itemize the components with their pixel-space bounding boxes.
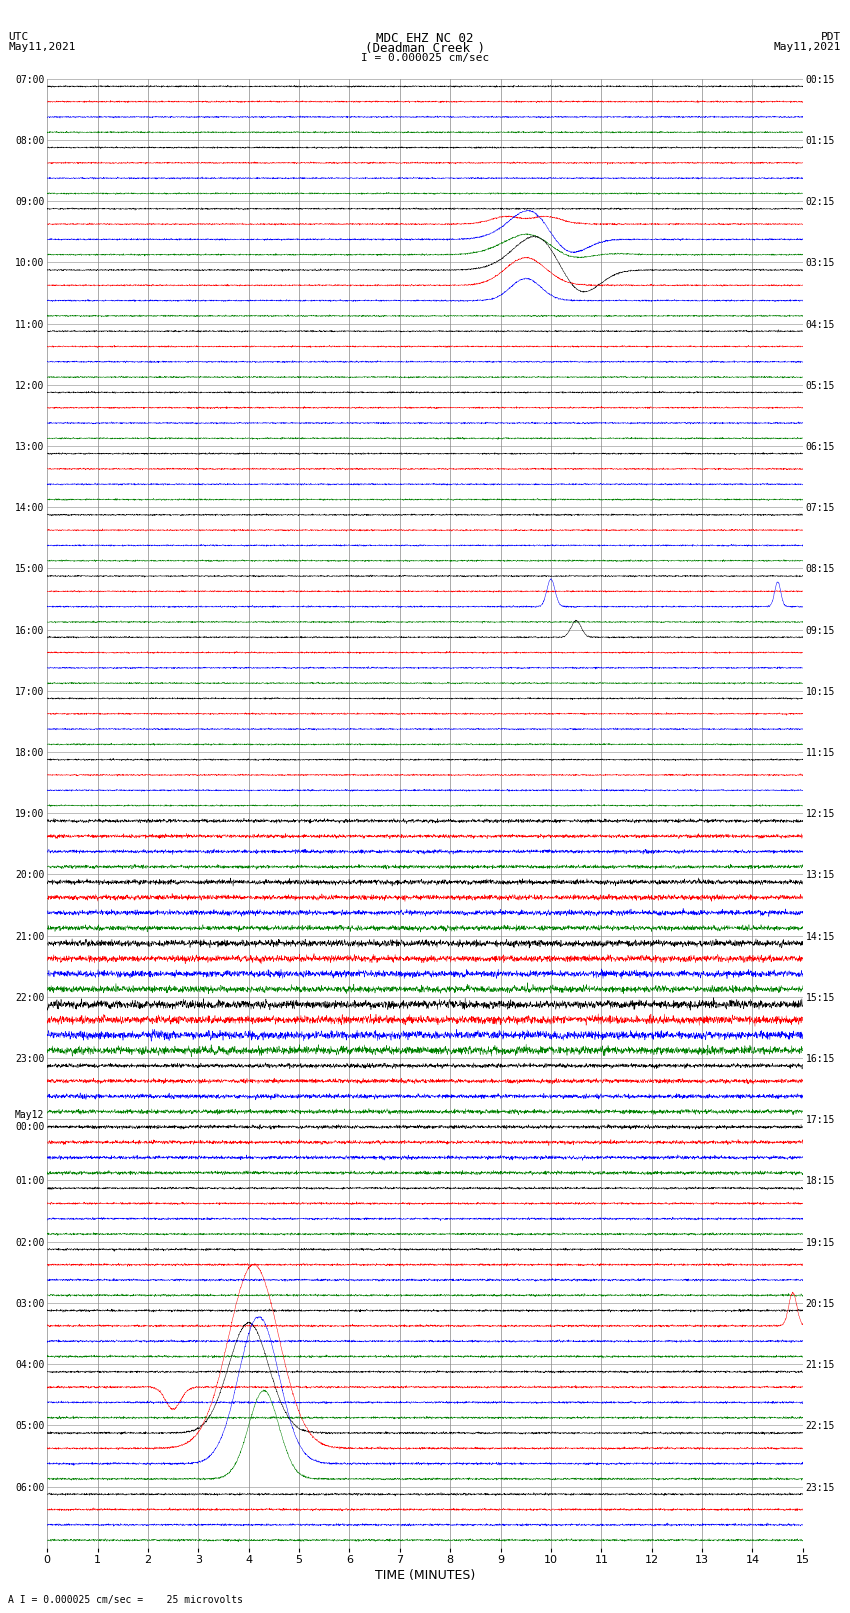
Text: (Deadman Creek ): (Deadman Creek ) xyxy=(365,42,485,55)
Text: I = 0.000025 cm/sec: I = 0.000025 cm/sec xyxy=(361,53,489,63)
Text: A I = 0.000025 cm/sec =    25 microvolts: A I = 0.000025 cm/sec = 25 microvolts xyxy=(8,1595,243,1605)
Text: May11,2021: May11,2021 xyxy=(774,42,842,52)
Text: PDT: PDT xyxy=(821,32,842,42)
Text: UTC: UTC xyxy=(8,32,29,42)
Text: May11,2021: May11,2021 xyxy=(8,42,76,52)
X-axis label: TIME (MINUTES): TIME (MINUTES) xyxy=(375,1569,475,1582)
Text: MDC EHZ NC 02: MDC EHZ NC 02 xyxy=(377,32,473,45)
